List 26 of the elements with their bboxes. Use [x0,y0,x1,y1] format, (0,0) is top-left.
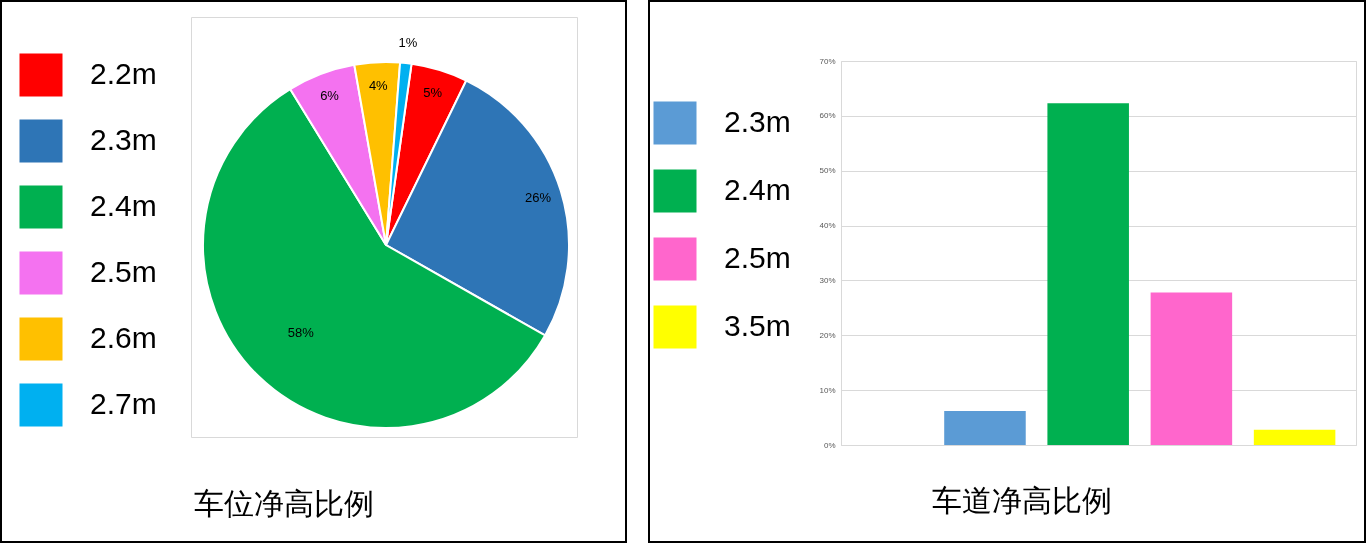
data-label: 4% [368,77,389,93]
legend-label: 2.4m [724,173,791,206]
data-label: 6% [320,88,340,104]
data-label: 26% [525,189,552,205]
y-tick-label: 20% [819,330,836,340]
y-tick-label: 0% [823,440,836,450]
legend-label: 2.3m [724,105,791,138]
legend-label: 3.5m [724,309,791,342]
text: 车位净高比例 [194,487,374,520]
data-label: 1% [398,35,418,51]
legend-label: 2.2m [90,57,157,90]
legend-label: 2.6m [90,321,157,354]
y-tick-label: 70% [819,56,836,66]
data-label: 5% [423,84,443,100]
y-tick-label: 10% [819,385,836,395]
legend-label: 2.5m [90,255,157,288]
legend-label: 2.5m [724,241,791,274]
text: 车道净高比例 [931,484,1112,517]
legend-label: 2.3m [90,123,157,156]
y-tick-label: 50% [819,166,836,176]
legend-label: 2.7m [90,387,157,420]
data-label: 58% [287,325,315,341]
y-tick-label: 60% [819,111,836,121]
legend-label: 2.4m [90,189,157,222]
y-tick-label: 40% [819,221,836,231]
y-tick-label: 30% [819,275,836,285]
